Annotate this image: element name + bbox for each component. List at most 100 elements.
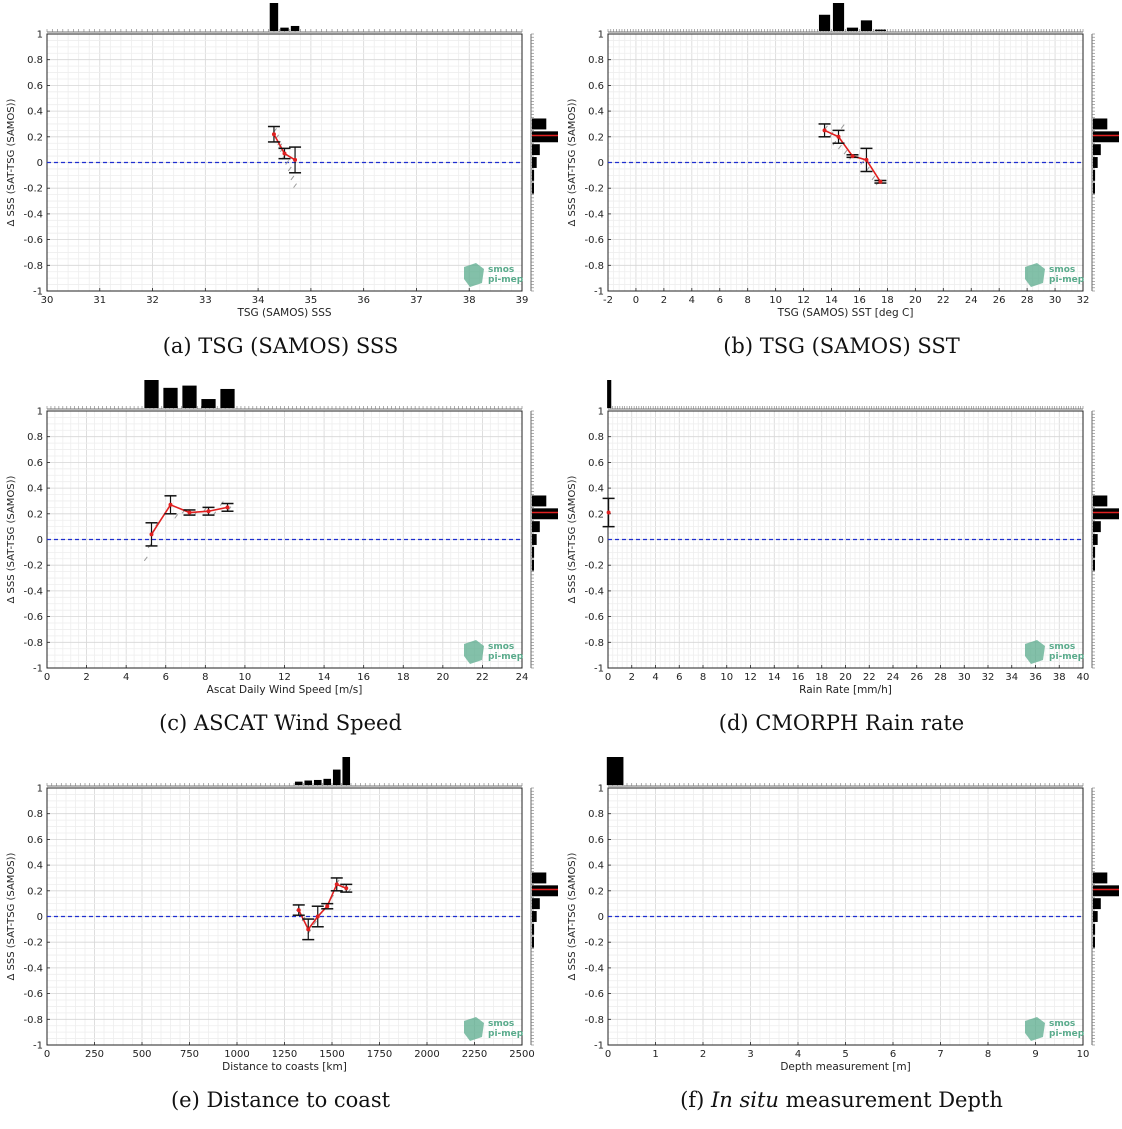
grid: [607, 787, 1084, 1046]
right-hist-bar: [532, 521, 540, 533]
panel-a: 30 31 32 33 34 35 36 37 38 39 TSG (SAMOS) SSS -1 -0.…: [0, 0, 561, 375]
y-tick-label: -0.6: [23, 235, 43, 246]
y-tick-label: -0.4: [23, 586, 43, 597]
right-hist-bar: [1093, 131, 1119, 143]
x-tick-label: 2: [700, 1049, 706, 1060]
right-hist-bar: [532, 131, 558, 143]
right-hist-bar: [1093, 157, 1098, 168]
x-tick-label: 32: [982, 672, 995, 683]
top-hist-bar: [323, 778, 332, 785]
x-tick-label: 14: [318, 672, 331, 683]
y-tick-label: -0.2: [23, 561, 43, 572]
y-tick-label: 0: [37, 535, 43, 546]
y-tick-label: 0.8: [27, 809, 43, 820]
y-tick-label: 0.6: [588, 458, 604, 469]
x-tick-label: 24: [516, 672, 529, 683]
x-tick-label: 10: [1077, 1049, 1090, 1060]
x-tick-label: 22: [937, 295, 950, 306]
x-tick-label: 30: [41, 295, 54, 306]
right-histogram: [1091, 410, 1119, 669]
right-hist-bar: [1093, 495, 1108, 507]
caption-f: (f) In situ measurement Depth: [561, 1088, 1122, 1112]
y-tick-label: 0.4: [27, 861, 43, 872]
x-tick-label: 40: [1077, 672, 1090, 683]
mean-series: [267, 125, 302, 174]
top-hist-bar: [182, 385, 197, 408]
top-hist-bar: [332, 769, 341, 785]
y-axis-label: Δ SSS (SAT-TSG (SAMOS)): [6, 98, 17, 226]
mean-point: [606, 510, 611, 515]
right-histogram: [530, 410, 558, 669]
y-tick-label: -0.4: [23, 963, 43, 974]
smos-logo-line1: smos: [1049, 265, 1075, 275]
x-tick-label: 37: [410, 295, 423, 306]
smos-logo-line2: pi-mep: [488, 1029, 524, 1039]
right-hist-bar: [532, 144, 540, 156]
x-tick-label: 34: [252, 295, 265, 306]
smos-logo-mark: [464, 640, 484, 664]
y-tick-label: -0.2: [23, 184, 43, 195]
x-tick-label: 9: [1032, 1049, 1038, 1060]
scatter-point: [290, 175, 295, 181]
x-tick-label: 8: [745, 295, 751, 306]
x-axis: 0 1 2 3 4 5 6 7 8 9 10 Depth measurement [m]: [605, 1042, 1090, 1073]
caption-label: (e): [170, 1088, 200, 1112]
chart-e: 0 250 500 750 1000 1250 1500 1750 2000 2250 2500 Di…: [6, 757, 558, 1073]
top-hist-bar: [280, 27, 289, 31]
x-tick-label: 18: [397, 672, 410, 683]
right-hist-bar: [532, 546, 535, 558]
chart-d: 0 2 4 6 8 10 12 14 16 18 20 22 24 26 28 30 32 34 36 38 40Rai…: [567, 380, 1119, 696]
x-tick-label: 22: [863, 672, 876, 683]
top-hist-bar: [294, 781, 303, 785]
x-tick-label: 2500: [509, 1049, 534, 1060]
y-tick-label: -0.8: [23, 261, 43, 272]
mean-point: [836, 134, 841, 139]
y-tick-label: -0.2: [584, 184, 604, 195]
top-hist-bar: [818, 14, 831, 31]
scatter-point: [227, 506, 232, 511]
right-hist-bar: [1093, 885, 1119, 897]
y-tick-label: 1: [37, 30, 43, 41]
x-tick-label: 0: [605, 1049, 611, 1060]
x-axis-label: Rain Rate [mm/h]: [799, 684, 892, 696]
y-tick-label: -0.6: [23, 989, 43, 1000]
x-tick-label: 24: [965, 295, 978, 306]
x-tick-label: 20: [909, 295, 922, 306]
x-tick-label: 2250: [462, 1049, 487, 1060]
y-tick-label: -0.6: [23, 612, 43, 623]
x-tick-label: 38: [1053, 672, 1066, 683]
y-tick-label: -0.2: [584, 561, 604, 572]
y-axis-label: Δ SSS (SAT-TSG (SAMOS)): [6, 475, 17, 603]
x-tick-label: 34: [1005, 672, 1018, 683]
x-tick-label: 20: [436, 672, 449, 683]
x-tick-label: 30: [1049, 295, 1062, 306]
caption-text: CMORPH Rain rate: [755, 711, 965, 735]
top-hist-bar: [874, 29, 887, 31]
top-hist-bar: [832, 3, 845, 31]
x-tick-label: 0: [605, 672, 611, 683]
smos-logo-line1: smos: [1049, 1019, 1075, 1029]
x-tick-label: 0: [44, 672, 50, 683]
smos-logo-line2: pi-mep: [1049, 1029, 1085, 1039]
x-tick-label: 500: [132, 1049, 151, 1060]
caption-text: ASCAT Wind Speed: [193, 711, 402, 735]
scatter-point: [143, 556, 148, 562]
y-tick-label: -0.2: [23, 938, 43, 949]
x-tick-label: 12: [797, 295, 810, 306]
mean-point: [864, 157, 869, 162]
mean-point: [822, 128, 827, 133]
mean-point: [334, 882, 339, 887]
scatter-point: [860, 160, 865, 165]
x-tick-label: 31: [93, 295, 106, 306]
x-tick-label: 250: [85, 1049, 104, 1060]
x-tick-label: 14: [825, 295, 838, 306]
y-axis: -1 -0.8 -0.6 -0.4 -0.2 0 0.2 0.4 0.6 0.8 1 Δ SSS (S…: [6, 784, 50, 1052]
y-tick-label: 0.8: [588, 432, 604, 443]
top-hist-bar: [269, 3, 279, 31]
x-tick-label: 39: [516, 295, 529, 306]
